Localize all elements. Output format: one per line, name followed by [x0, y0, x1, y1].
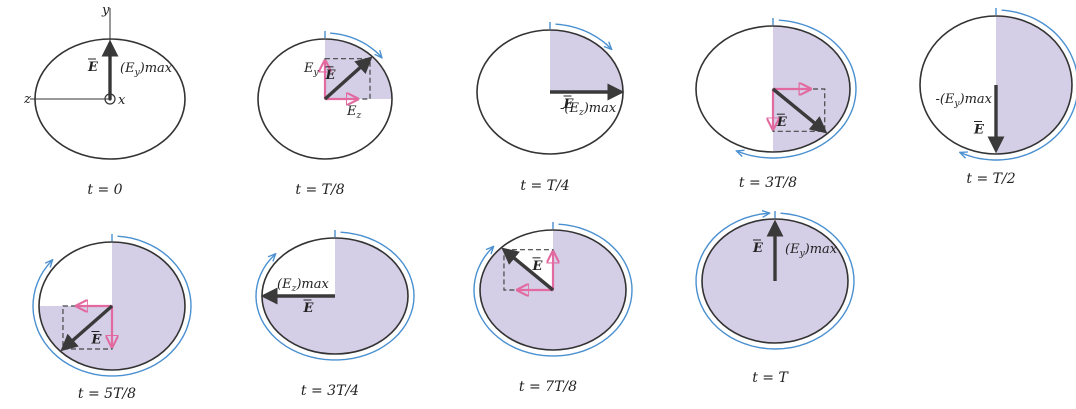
rotation-arrow [330, 32, 381, 56]
x-axis-out-of-page-icon [104, 93, 116, 105]
time-label-t3T4: t = 3T/4 [301, 383, 359, 399]
field-ellipse [695, 25, 851, 153]
E-vector-arrow [60, 304, 114, 352]
rotation-arrow [695, 213, 855, 350]
panel-tT8: Et = T/8 [257, 31, 393, 198]
time-label-tT2: t = T/2 [966, 171, 1015, 187]
field-ellipse [257, 38, 393, 160]
time-label-t7T8: t = 7T/8 [519, 379, 577, 395]
field-ellipse [701, 218, 849, 344]
rotation-arrow [255, 231, 415, 361]
magnitude-label: (Ez)max [277, 277, 329, 294]
panel-tT: E (Ey)max t = T [695, 211, 855, 386]
E-vector-arrow [323, 56, 373, 101]
field-ellipse [38, 241, 186, 371]
panel-tT2: E -(Ey)max t = T/2 [919, 8, 1076, 187]
field-ellipse [919, 15, 1073, 155]
E-vector-label: E [325, 68, 337, 83]
time-label-t5T8: t = 5T/8 [78, 386, 136, 402]
panel-t3T4: E (Ez)max t = 3T/4 [255, 230, 415, 399]
rotation-arrow [32, 235, 192, 377]
E-vector-arrow [771, 87, 828, 134]
swept-region [550, 30, 623, 92]
field-ellipse [479, 229, 627, 351]
rotation-arrow [555, 23, 611, 48]
E-vector-arrow [501, 247, 555, 292]
magnitude-label: (Ey)max [120, 61, 173, 78]
time-label-tT4: t = T/4 [520, 178, 569, 194]
panel-t7T8: Et = 7T/8 [473, 222, 633, 395]
y-axis-label: y [101, 3, 110, 18]
Ez-label: Ez [346, 104, 362, 121]
magnitude-label: -(Ey)max [935, 92, 992, 109]
x-axis-dot [108, 97, 112, 101]
panel-t3T8: Et = 3T/8 [695, 18, 857, 191]
rotation-arrow [473, 223, 633, 357]
magnitude-label: (Ey)max [785, 242, 838, 259]
E-vector-label: E [973, 123, 985, 138]
swept-region [996, 16, 1072, 154]
panel-tT4: E-(Ez)max t = T/4 [476, 22, 625, 194]
x-axis-label: x [118, 93, 126, 108]
E-vector-label: E [776, 115, 788, 130]
time-label-tT8: t = T/8 [295, 182, 344, 198]
Ey-label: Ey [303, 61, 320, 78]
E-vector-label: E [563, 97, 575, 112]
E-vector-label: E [87, 60, 99, 75]
rotation-arrow [738, 19, 857, 159]
time-label-t3T8: t = 3T/8 [739, 175, 797, 191]
time-label-t0: t = 0 [87, 182, 122, 198]
E-vector-label: E [531, 259, 543, 274]
E-vector-label: E [752, 241, 764, 256]
rotation-arrow [961, 9, 1076, 161]
panel-t5T8: Et = 5T/8 [32, 234, 192, 402]
z-axis-label: z [23, 92, 31, 107]
magnitude-label: -(Ez)max [560, 101, 617, 118]
E-vector-label: E [90, 332, 102, 347]
E-vector-label: E [303, 301, 315, 316]
axes: y z x Ey Ez [23, 3, 362, 121]
time-label-tT: t = T [752, 370, 789, 386]
